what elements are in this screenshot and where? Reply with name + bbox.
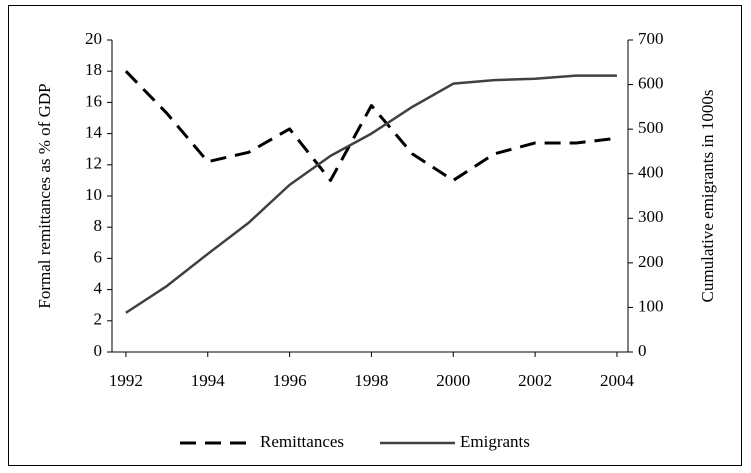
x-tick-label: 2004: [600, 371, 635, 390]
y2-tick-label: 500: [638, 118, 664, 137]
y-tick-label: 8: [94, 216, 103, 235]
y-tick-label: 10: [85, 185, 102, 204]
x-tick-label: 1994: [191, 371, 226, 390]
x-tick-label: 1998: [354, 371, 388, 390]
legend-label: Emigrants: [460, 432, 530, 451]
y-axis-label: Formal remittances as % of GDP: [35, 83, 54, 308]
y-tick-label: 0: [94, 341, 103, 360]
y-tick-label: 20: [85, 29, 102, 48]
y-tick-label: 14: [85, 123, 103, 142]
y-tick-label: 12: [85, 154, 102, 173]
y2-tick-label: 200: [638, 252, 664, 271]
y-tick-label: 18: [85, 60, 102, 79]
y-tick-label: 4: [94, 279, 103, 298]
y-tick-label: 16: [85, 91, 102, 110]
y2-tick-label: 0: [638, 341, 647, 360]
y2-tick-label: 400: [638, 163, 664, 182]
y2-axis-label: Cumulative emigrants in 1000s: [698, 90, 717, 303]
x-tick-label: 2000: [436, 371, 470, 390]
series-line: [125, 74, 617, 314]
chart-border: [8, 5, 742, 466]
y2-tick-label: 100: [638, 296, 664, 315]
y2-tick-label: 700: [638, 29, 664, 48]
x-tick-label: 2002: [518, 371, 552, 390]
y2-tick-label: 300: [638, 207, 664, 226]
y2-tick-label: 600: [638, 73, 664, 92]
legend-label: Remittances: [260, 432, 344, 451]
x-tick-label: 1992: [109, 371, 143, 390]
y-tick-label: 2: [94, 310, 103, 329]
series-line: [124, 70, 618, 182]
x-tick-label: 1996: [273, 371, 307, 390]
y-tick-label: 6: [94, 247, 103, 266]
